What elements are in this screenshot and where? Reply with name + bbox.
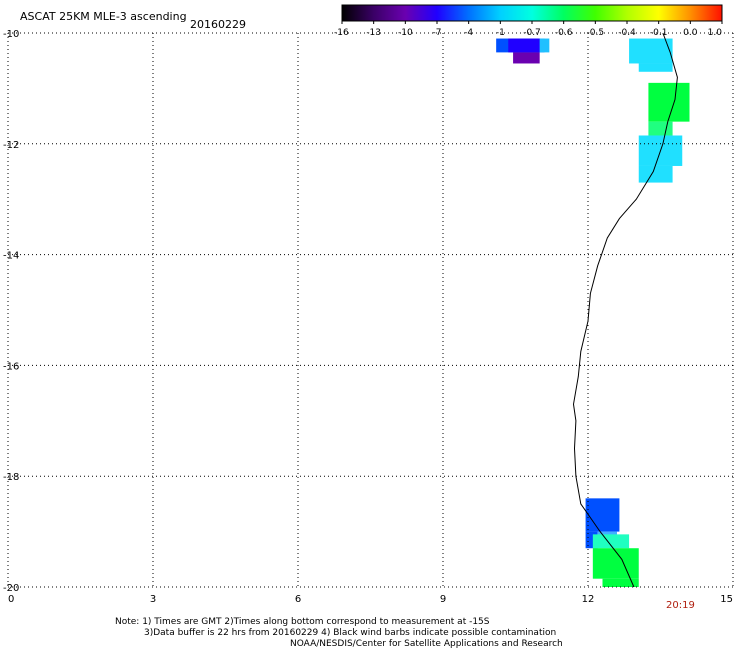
x-axis-ticks: 0 3 6 9 12 15 bbox=[8, 594, 733, 605]
colorbar-label: 0.0 bbox=[683, 28, 698, 38]
wind-cell bbox=[602, 578, 639, 587]
colorbar-label: -0.1 bbox=[650, 28, 668, 38]
x-tick-label: 12 bbox=[582, 594, 595, 605]
x-tick-label: 3 bbox=[150, 594, 156, 605]
y-tick-label: -18 bbox=[3, 472, 19, 483]
y-tick-label: -20 bbox=[3, 583, 19, 594]
wind-cell bbox=[638, 63, 673, 72]
wind-cell bbox=[539, 38, 550, 53]
wind-cell bbox=[592, 534, 630, 549]
credit-line: NOAA/NESDIS/Center for Satellite Applica… bbox=[290, 639, 563, 649]
y-tick-label: -10 bbox=[3, 29, 19, 40]
wind-cell bbox=[508, 38, 540, 53]
map-title: ASCAT 25KM MLE-3 ascending bbox=[20, 10, 187, 23]
wind-cell bbox=[513, 52, 540, 64]
x-tick-label: 6 bbox=[295, 594, 301, 605]
colorbar-label: -10 bbox=[398, 28, 413, 38]
y-axis-ticks: -10 -12 -14 -16 -18 -20 bbox=[3, 29, 19, 594]
wind-cell bbox=[648, 121, 673, 136]
colorbar-label: -0.5 bbox=[587, 28, 605, 38]
x-tick-label: 15 bbox=[720, 594, 733, 605]
note-line-1: Note: 1) Times are GMT 2)Times along bot… bbox=[115, 617, 490, 627]
grid-lines bbox=[7, 32, 734, 588]
y-tick-label: -16 bbox=[3, 361, 19, 372]
colorbar-gradient bbox=[341, 4, 723, 22]
wind-cell bbox=[638, 165, 673, 183]
map-date: 20160229 bbox=[190, 18, 246, 31]
colorbar-label: -13 bbox=[366, 28, 381, 38]
x-tick-label: 0 bbox=[8, 594, 14, 605]
colorbar-label: -0.4 bbox=[618, 28, 636, 38]
y-tick-label: -14 bbox=[3, 251, 19, 262]
y-tick-label: -12 bbox=[3, 140, 19, 151]
timestamp: 20:19 bbox=[666, 600, 695, 611]
wind-cell bbox=[629, 38, 673, 64]
note-line-2: 3)Data buffer is 22 hrs from 20160229 4)… bbox=[144, 628, 557, 638]
wind-cell bbox=[585, 498, 620, 532]
data-cells bbox=[496, 38, 690, 587]
wind-cell bbox=[648, 82, 690, 122]
coastline bbox=[572, 32, 678, 588]
x-tick-label: 9 bbox=[440, 594, 446, 605]
colorbar-label: 1.0 bbox=[708, 28, 723, 38]
colorbar-label: -0.6 bbox=[555, 28, 573, 38]
colorbar-label: -16 bbox=[334, 28, 349, 38]
wind-cell bbox=[592, 548, 639, 579]
